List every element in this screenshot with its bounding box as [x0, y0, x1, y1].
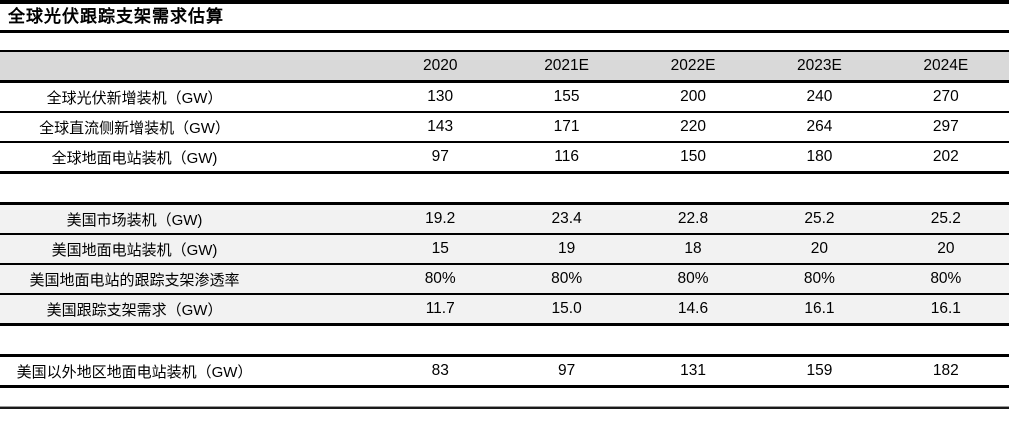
row-label: 全球直流侧新增装机（GW）	[39, 119, 230, 137]
value-cell: 11.7	[425, 300, 455, 317]
table-body: 全球光伏新增装机（GW） 130 155 200 240 270 全球直流侧新增装机（GW）…	[0, 83, 1009, 388]
value-cell: 83	[431, 362, 449, 379]
year-column-header: 2022E	[670, 57, 716, 74]
bottom-spacer	[0, 388, 1009, 406]
section-spacer	[0, 174, 1009, 205]
table-row: 美国地面电站的跟踪支架渗透率 80% 80% 80% 80% 80%	[0, 265, 1009, 295]
value-cell: 80%	[930, 270, 962, 287]
value-cell: 16.1	[804, 300, 835, 317]
row-label: 美国地面电站的跟踪支架渗透率	[29, 271, 240, 289]
value-cell: 18	[684, 240, 702, 257]
table-header-row: 2020 2021E 2022E 2023E 2024E	[0, 50, 1009, 83]
value-cell: 270	[932, 88, 959, 105]
value-cell: 19	[557, 240, 576, 257]
year-column-header: 2023E	[797, 57, 842, 74]
value-cell: 22.8	[677, 210, 709, 227]
value-cell: 182	[932, 362, 959, 379]
value-cell: 19.2	[425, 210, 456, 227]
value-cell: 80%	[803, 270, 835, 287]
value-cell: 80%	[424, 270, 456, 287]
table-row: 全球光伏新增装机（GW） 130 155 200 240 270	[0, 83, 1009, 113]
value-cell: 25.2	[930, 210, 961, 227]
row-label: 美国地面电站装机（GW)	[51, 241, 218, 259]
value-cell: 20	[937, 240, 955, 257]
value-cell: 23.4	[551, 210, 582, 227]
value-cell: 80%	[551, 270, 583, 287]
table-row: 全球地面电站装机（GW) 97 116 150 180 202	[0, 143, 1009, 174]
value-cell: 16.1	[930, 300, 961, 317]
value-cell: 220	[680, 118, 706, 135]
value-cell: 131	[680, 362, 706, 379]
value-cell: 97	[431, 148, 449, 165]
table-row: 美国以外地区地面电站装机（GW） 83 97 131 159 182	[0, 357, 1009, 388]
value-cell: 130	[427, 88, 454, 105]
row-label: 美国市场装机（GW)	[66, 211, 203, 229]
value-cell: 155	[553, 88, 580, 105]
value-cell: 143	[427, 118, 454, 135]
section-spacer	[0, 326, 1009, 357]
title-spacer	[0, 33, 1009, 50]
value-cell: 180	[806, 148, 833, 165]
value-cell: 116	[554, 148, 579, 165]
data-table: 2020 2021E 2022E 2023E 2024E 全球光伏新增装机（GW） 130…	[0, 50, 1009, 388]
value-cell: 150	[680, 148, 706, 165]
value-cell: 15.0	[551, 300, 582, 317]
value-cell: 171	[553, 118, 580, 135]
value-cell: 25.2	[804, 210, 835, 227]
value-cell: 15	[431, 240, 449, 257]
table-row: 美国地面电站装机（GW) 15 19 18 20 20	[0, 235, 1009, 265]
table-row: 美国市场装机（GW) 19.2 23.4 22.8 25.2 25.2	[0, 205, 1009, 235]
value-cell: 80%	[677, 270, 709, 287]
table-row: 美国跟踪支架需求（GW） 11.7 15.0 14.6 16.1 16.1	[0, 295, 1009, 326]
value-cell: 264	[806, 118, 833, 135]
value-cell: 20	[810, 240, 829, 257]
value-cell: 200	[680, 88, 706, 105]
year-column-header: 2024E	[923, 57, 969, 74]
table-title: 全球光伏跟踪支架需求估算	[0, 4, 1009, 33]
row-label: 美国以外地区地面电站装机（GW）	[16, 363, 253, 381]
bottom-rule	[0, 406, 1009, 409]
year-column-header: 2020	[422, 57, 458, 74]
row-label: 全球地面电站装机（GW)	[51, 149, 218, 167]
year-column-header: 2021E	[544, 57, 590, 74]
value-cell: 14.6	[677, 300, 709, 317]
value-cell: 297	[932, 118, 959, 135]
row-label: 全球光伏新增装机（GW）	[46, 89, 223, 107]
value-cell: 240	[806, 88, 833, 105]
value-cell: 97	[557, 362, 576, 379]
table-row: 全球直流侧新增装机（GW） 143 171 220 264 297	[0, 113, 1009, 143]
row-label: 美国跟踪支架需求（GW）	[46, 301, 223, 319]
value-cell: 159	[806, 362, 833, 379]
value-cell: 202	[932, 148, 959, 165]
